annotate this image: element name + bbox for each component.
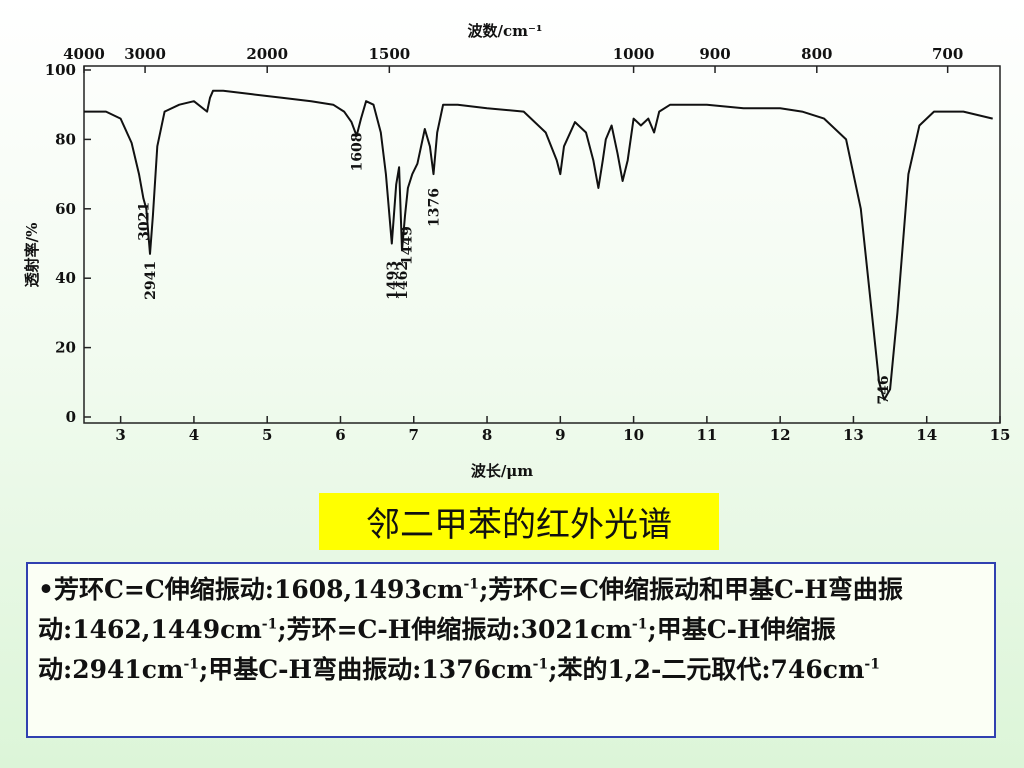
y-tick-label: 80 bbox=[55, 130, 76, 148]
peak-label: 1376 bbox=[427, 188, 443, 227]
peak-label: 1449 bbox=[399, 226, 415, 265]
x-tick-label: 10 bbox=[623, 426, 644, 444]
desc-text-4: ;甲基C-H伸缩振动:2941cm bbox=[38, 615, 836, 684]
x-tick-label: 11 bbox=[696, 426, 717, 444]
peak-label: 3021 bbox=[136, 202, 152, 241]
desc-text-1: 芳环C=C伸缩振动:1608,1493cm bbox=[53, 575, 464, 604]
peak-label: 1462 bbox=[395, 261, 411, 300]
x-tick-label: 8 bbox=[482, 426, 492, 444]
x-tick-label: 13 bbox=[843, 426, 864, 444]
unit-superscript: -1 bbox=[183, 656, 200, 673]
unit-superscript: -1 bbox=[864, 656, 880, 673]
top-tick-label: 1000 bbox=[613, 45, 655, 63]
top-tick-label: 4000 bbox=[63, 45, 105, 63]
peak-label: 2941 bbox=[143, 261, 159, 300]
x-tick-label: 14 bbox=[916, 426, 937, 444]
peak-label: 746 bbox=[876, 375, 892, 404]
top-tick-label: 900 bbox=[699, 45, 730, 63]
peak-label: 1493 bbox=[385, 261, 401, 300]
x-tick-label: 12 bbox=[770, 426, 791, 444]
spectrum-line bbox=[84, 89, 993, 401]
x-tick-label: 4 bbox=[189, 426, 199, 444]
peak-label: 1608 bbox=[350, 133, 366, 172]
y-tick-label: 60 bbox=[55, 200, 76, 218]
chart-caption: 邻二甲苯的红外光谱 bbox=[319, 493, 719, 550]
unit-superscript: -1 bbox=[532, 656, 549, 673]
x-tick-label: 6 bbox=[335, 426, 345, 444]
x-tick-label: 5 bbox=[262, 426, 272, 444]
y-tick-label: 20 bbox=[55, 339, 76, 357]
top-tick-label: 3000 bbox=[124, 45, 166, 63]
x-tick-label: 3 bbox=[115, 426, 125, 444]
desc-text-3: ;芳环=C-H伸缩振动:3021cm bbox=[277, 615, 632, 644]
x-tick-label: 15 bbox=[990, 426, 1011, 444]
x-tick-label: 7 bbox=[409, 426, 419, 444]
top-tick-label: 800 bbox=[801, 45, 832, 63]
top-axis-title: 波数/cm⁻¹ bbox=[468, 22, 543, 40]
top-tick-label: 1500 bbox=[368, 45, 410, 63]
description-box: •芳环C=C伸缩振动:1608,1493cm-1;芳环C=C伸缩振动和甲基C-H… bbox=[26, 562, 996, 738]
unit-superscript: -1 bbox=[261, 616, 278, 633]
top-tick-label: 700 bbox=[932, 45, 963, 63]
desc-text-5: ;甲基C-H弯曲振动:1376cm bbox=[199, 655, 533, 684]
x-tick-label: 9 bbox=[555, 426, 565, 444]
ir-spectrum-chart: 波数/cm⁻¹ 波长/μm 透射率/% 3 4 5 6 7 8 9 10 11 12 13 14 150… bbox=[23, 22, 1011, 480]
bottom-axis-title: 波长/μm bbox=[471, 462, 533, 480]
plot-frame bbox=[83, 65, 1001, 424]
y-axis-title: 透射率/% bbox=[23, 223, 41, 288]
unit-superscript: -1 bbox=[631, 616, 648, 633]
y-tick-label: 100 bbox=[45, 61, 76, 79]
desc-text-6: ;苯的1,2-二元取代:746cm bbox=[548, 655, 865, 684]
top-tick-label: 2000 bbox=[246, 45, 288, 63]
desc-text-2: ;芳环C=C伸缩振动和甲基C-H弯曲振动:1462,1449cm bbox=[38, 575, 903, 644]
y-tick-label: 0 bbox=[66, 408, 76, 426]
bullet: • bbox=[38, 575, 54, 604]
unit-superscript: -1 bbox=[463, 576, 480, 593]
y-tick-label: 40 bbox=[55, 269, 76, 287]
